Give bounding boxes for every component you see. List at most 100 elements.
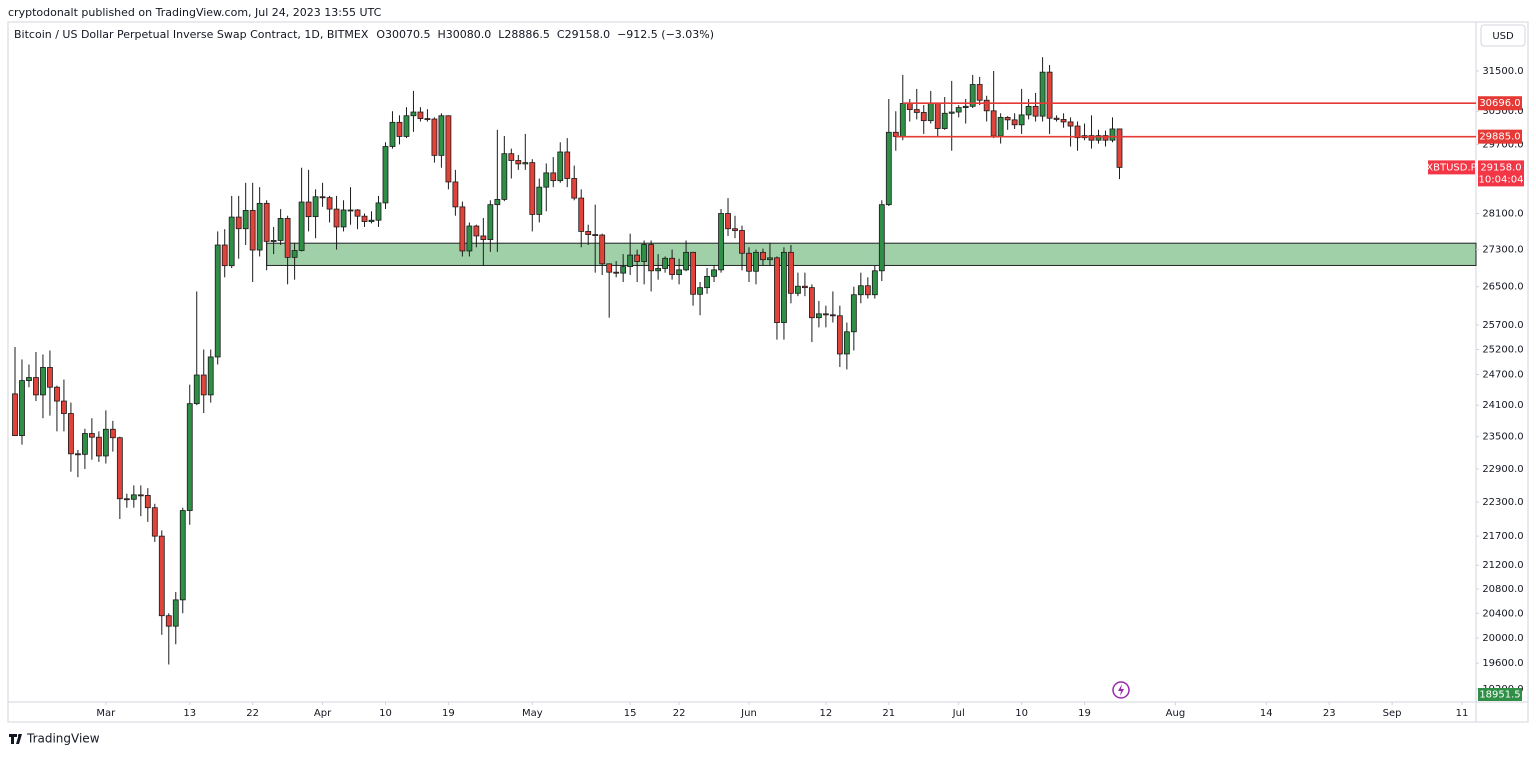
- candle-body: [606, 263, 613, 273]
- candle-body: [480, 235, 487, 240]
- candle-body: [522, 162, 529, 165]
- current-price: 29158.0: [1480, 162, 1521, 173]
- candle-body: [81, 433, 88, 455]
- candle-body: [1102, 135, 1109, 141]
- candle-body: [641, 244, 648, 262]
- candle-body: [864, 285, 871, 296]
- candle-body: [109, 428, 116, 439]
- candle-body: [410, 111, 417, 117]
- x-tick-label: 19: [1078, 708, 1091, 719]
- candle-body: [347, 209, 354, 212]
- candle-body: [697, 287, 703, 295]
- candle-body: [228, 216, 235, 267]
- candle-body: [277, 218, 284, 241]
- price-line-label: 30696.0: [1479, 98, 1520, 109]
- candle-body: [1053, 117, 1060, 120]
- x-tick-label: 11: [1456, 708, 1469, 719]
- candle-body: [648, 244, 655, 272]
- y-tick-label: 31500.0: [1482, 66, 1523, 77]
- candle-body: [40, 367, 46, 396]
- y-tick-label: 23500.0: [1482, 432, 1523, 443]
- y-tick-label: 20400.0: [1482, 608, 1523, 619]
- y-tick-label: 26500.0: [1482, 282, 1523, 293]
- candle-body: [389, 121, 396, 147]
- x-tick-label: 10: [1015, 708, 1028, 719]
- x-tick-label: 12: [820, 708, 833, 719]
- candle-body: [1032, 105, 1039, 117]
- currency[interactable]: USD: [1492, 31, 1514, 42]
- candle-body: [158, 535, 165, 617]
- x-tick-label: Aug: [1166, 708, 1186, 719]
- candle-body: [417, 111, 424, 120]
- candle-body: [662, 257, 669, 269]
- candle-body: [1095, 135, 1102, 141]
- candle-body: [774, 257, 780, 323]
- candle-body: [739, 230, 745, 254]
- candle-body: [270, 240, 277, 242]
- candle-body: [473, 225, 480, 237]
- candle-body: [340, 209, 347, 228]
- candle-body: [354, 209, 361, 217]
- candle-body: [54, 386, 60, 402]
- candle-body: [459, 206, 466, 252]
- x-tick-label: 19: [442, 708, 455, 719]
- candle-body: [445, 115, 452, 183]
- y-tick-label: 27300.0: [1482, 245, 1523, 256]
- y-tick-label: 19600.0: [1482, 658, 1523, 669]
- candle-body: [501, 153, 508, 200]
- candle-body: [1011, 119, 1018, 126]
- currency-button[interactable]: [1480, 24, 1526, 47]
- back-layer: [266, 242, 1477, 266]
- candle-body: [1067, 121, 1074, 127]
- candle-body: [137, 494, 144, 497]
- y-tick-label: 25200.0: [1482, 344, 1523, 355]
- candle-body: [123, 498, 130, 501]
- candle-body: [75, 453, 81, 456]
- legend: Bitcoin / US Dollar Perpetual Inverse Sw…: [14, 28, 714, 41]
- candle-body: [193, 374, 200, 405]
- candle-body: [767, 257, 773, 261]
- candle-body: [941, 112, 948, 129]
- candle-body: [305, 201, 312, 218]
- candle-body: [1116, 128, 1123, 168]
- candle-body: [1004, 116, 1011, 121]
- candle-body: [200, 374, 207, 396]
- price-line-label: 29885.0: [1479, 132, 1520, 143]
- candle-body: [843, 331, 850, 355]
- candle-body: [927, 103, 934, 122]
- y-tick-label: 29700.0: [1482, 139, 1523, 150]
- candle-body: [913, 109, 920, 113]
- candle-body: [990, 110, 997, 137]
- candle-body: [564, 151, 571, 179]
- candle-body: [207, 356, 214, 396]
- candle-body: [179, 510, 186, 601]
- candle-body: [1074, 125, 1081, 139]
- candle-body: [815, 313, 822, 319]
- support-zone: [266, 242, 1477, 266]
- candle-body: [88, 433, 95, 438]
- candle-body: [585, 231, 592, 235]
- candle-body: [312, 196, 319, 218]
- candle-body: [221, 244, 228, 267]
- candle-body: [1025, 105, 1032, 116]
- candle-body: [144, 494, 151, 509]
- candle-body: [494, 198, 501, 206]
- y-tick-label: 22300.0: [1482, 497, 1523, 508]
- candle-body: [704, 275, 710, 289]
- symbol-label-box: [1428, 160, 1475, 175]
- candle-body: [1046, 71, 1053, 119]
- bottom-price-box: [1478, 688, 1522, 701]
- candle-body: [857, 285, 864, 296]
- candle-body: [795, 285, 801, 294]
- candle-body: [515, 160, 522, 165]
- candle-body: [690, 251, 696, 295]
- candle-body: [948, 111, 955, 114]
- candle-body: [871, 270, 878, 296]
- candle-body: [291, 250, 298, 258]
- candle-body: [543, 172, 550, 188]
- candle-body: [829, 314, 836, 317]
- candle-body: [214, 244, 221, 358]
- candle-body: [368, 219, 375, 222]
